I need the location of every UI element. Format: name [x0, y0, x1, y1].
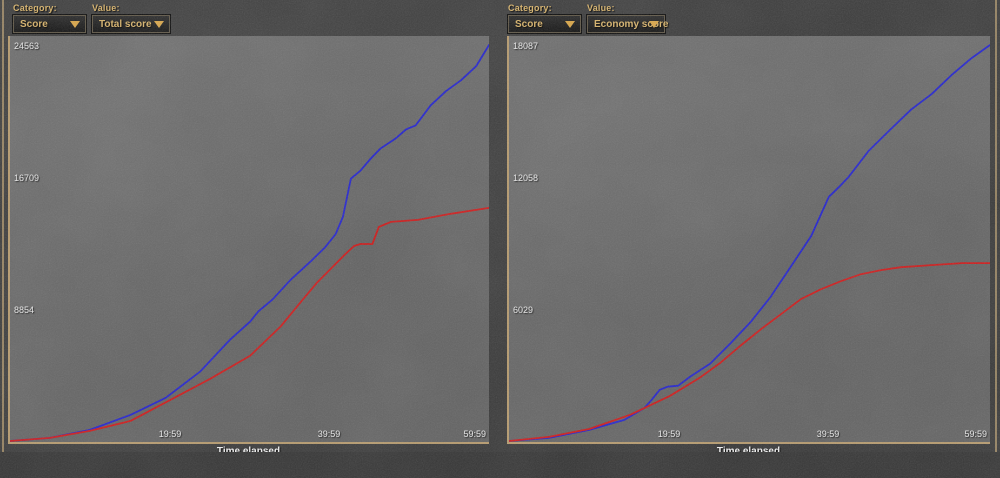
x-axis-tick: 39:59 [816, 429, 840, 439]
category-label: Category: [13, 3, 57, 13]
frame-border-right [995, 0, 997, 478]
category-dropdown-left[interactable]: Score [13, 15, 86, 33]
value-label: Value: [92, 3, 120, 13]
chart-canvas [10, 44, 489, 442]
chart-controls-left: Category: Score Value: Total score [13, 3, 170, 33]
y-axis-tick: 12058 [513, 173, 539, 183]
chevron-down-icon [70, 21, 80, 28]
x-axis-tick: 19:59 [158, 429, 182, 439]
y-axis-tick: 16709 [14, 173, 40, 183]
value-label: Value: [587, 3, 615, 13]
value-dropdown-right[interactable]: Economy score [587, 15, 668, 33]
value-control-left: Value: Total score [92, 3, 170, 33]
y-axis-tick: 8854 [14, 305, 35, 315]
category-dropdown-left-value: Score [20, 19, 48, 30]
category-control-right: Category: Score [508, 3, 581, 33]
x-axis-tick: 19:59 [657, 429, 681, 439]
category-dropdown-right[interactable]: Score [508, 15, 581, 33]
x-axis-tick: 39:59 [317, 429, 341, 439]
chart-controls-right: Category: Score Value: Economy score [508, 3, 668, 33]
legend-bar: sh4d0w Seleucus IV Philopator [0, 452, 1000, 478]
category-control-left: Category: Score [13, 3, 86, 33]
category-dropdown-right-value: Score [515, 19, 543, 30]
chevron-down-icon [154, 21, 164, 28]
value-control-right: Value: Economy score [587, 3, 668, 33]
chevron-down-icon [649, 21, 659, 28]
total-score-chart: 24563 16709 8854 19:59 39:59 59:59 [8, 36, 489, 444]
value-dropdown-left[interactable]: Total score [92, 15, 170, 33]
frame-border-left [2, 0, 4, 478]
y-axis-tick: 18087 [513, 41, 539, 51]
economy-score-chart: 18087 12058 6029 19:59 39:59 59:59 [507, 36, 990, 444]
chart-canvas [509, 44, 990, 442]
x-axis-tick: 59:59 [964, 429, 987, 439]
chevron-down-icon [565, 21, 575, 28]
y-axis-tick: 24563 [14, 41, 40, 51]
value-dropdown-left-value: Total score [99, 19, 152, 30]
category-label: Category: [508, 3, 552, 13]
x-axis-tick: 59:59 [463, 429, 486, 439]
y-axis-tick: 6029 [513, 305, 534, 315]
